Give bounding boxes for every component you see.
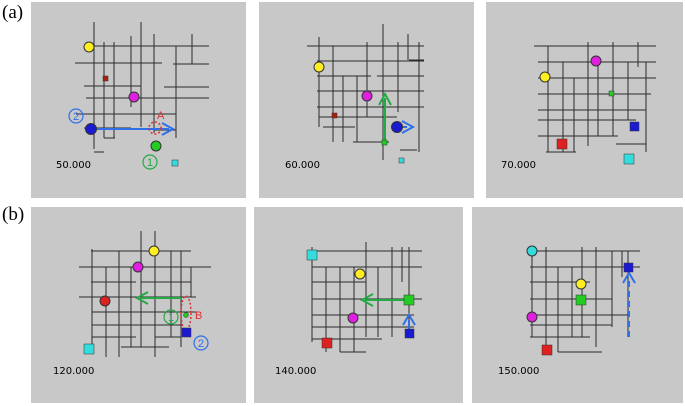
sim-time: 150.000	[498, 366, 540, 377]
green-vehicle	[183, 312, 189, 318]
yellow-vehicle	[83, 41, 95, 53]
conflict-point-a	[148, 121, 162, 135]
yellow-vehicle	[313, 61, 325, 73]
agent-2-marker	[193, 335, 209, 351]
blue-arrowhead	[401, 120, 416, 134]
map-b3	[526, 245, 640, 356]
green-arrowhead	[378, 91, 392, 106]
magenta-vehicle	[590, 55, 602, 67]
agent-1-marker	[163, 309, 179, 325]
sim-time: 70.000	[501, 160, 536, 171]
svg-text:1: 1	[168, 312, 174, 324]
panel-b2: 140.000	[254, 207, 463, 403]
blue-arrowhead	[622, 271, 636, 284]
label-b: B	[195, 310, 202, 322]
road-network	[307, 24, 424, 160]
red-vehicle	[99, 295, 111, 307]
yellow-vehicle	[575, 278, 587, 290]
magenta-vehicle	[526, 311, 538, 323]
cyan-vehicle	[526, 245, 538, 257]
cyan-vehicle	[623, 153, 635, 165]
red-vehicle	[541, 344, 553, 356]
panel-a3: 70.000	[486, 2, 683, 198]
panel-a2: 60.000	[259, 2, 474, 198]
map-a2	[307, 24, 424, 164]
panel-b3: 150.000	[472, 207, 683, 403]
magenta-vehicle	[347, 312, 359, 324]
cyan-vehicle	[83, 343, 95, 355]
label-a: A	[157, 110, 165, 122]
blue-vehicle	[629, 121, 640, 132]
svg-text:1: 1	[147, 157, 153, 169]
green-vehicle	[150, 140, 162, 152]
blue-arrowhead	[402, 313, 416, 326]
blue-vehicle	[181, 327, 192, 338]
dark-red-vehicle	[102, 75, 109, 82]
green-arrowhead	[359, 293, 374, 307]
yellow-vehicle	[148, 245, 160, 257]
panel-a1: A 2 1 50.000	[31, 2, 246, 198]
blue-vehicle	[404, 328, 415, 339]
map-a1: A 2 1	[68, 22, 209, 170]
magenta-vehicle	[132, 261, 144, 273]
sim-time: 60.000	[285, 160, 320, 171]
row-label-a: (a)	[2, 2, 24, 23]
map-b2	[306, 242, 422, 353]
sim-time: 140.000	[275, 366, 317, 377]
green-vehicle	[403, 294, 415, 306]
green-arrowhead	[134, 291, 149, 305]
conflict-region-b	[180, 295, 192, 331]
blue-vehicle	[391, 121, 403, 133]
yellow-vehicle	[354, 268, 366, 280]
magenta-vehicle	[361, 90, 373, 102]
svg-text:2: 2	[73, 111, 79, 123]
svg-text:2: 2	[198, 338, 204, 350]
road-network	[311, 242, 422, 353]
cyan-vehicle	[171, 159, 179, 167]
blue-vehicle	[85, 123, 97, 135]
sim-time: 120.000	[53, 366, 95, 377]
yellow-vehicle	[539, 71, 551, 83]
blue-arrowhead	[161, 122, 176, 136]
green-vehicle	[381, 139, 388, 146]
cyan-vehicle	[398, 157, 405, 164]
red-vehicle	[321, 337, 333, 349]
dark-red-vehicle	[331, 112, 338, 119]
blue-vehicle	[623, 262, 634, 273]
green-vehicle	[608, 90, 615, 97]
row-label-b: (b)	[2, 204, 25, 225]
cyan-vehicle	[306, 249, 318, 261]
red-vehicle	[556, 138, 568, 150]
magenta-vehicle	[128, 91, 140, 103]
green-vehicle	[575, 294, 587, 306]
agent-1-marker	[142, 154, 158, 170]
sim-time: 50.000	[56, 160, 91, 171]
map-b1: B 1 2	[79, 231, 211, 357]
agent-2-marker	[68, 108, 84, 124]
map-a3	[534, 42, 656, 165]
road-network	[530, 247, 640, 353]
panel-b1: B 1 2 120.000	[31, 207, 246, 403]
